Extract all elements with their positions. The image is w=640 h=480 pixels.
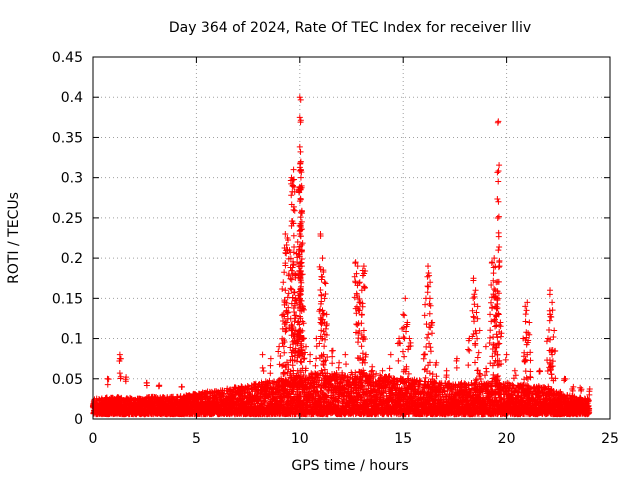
chart-title: Day 364 of 2024, Rate Of TEC Index for r… xyxy=(169,20,531,36)
grid xyxy=(93,57,610,419)
data-points xyxy=(89,94,593,418)
data-point-baseline xyxy=(174,393,181,400)
